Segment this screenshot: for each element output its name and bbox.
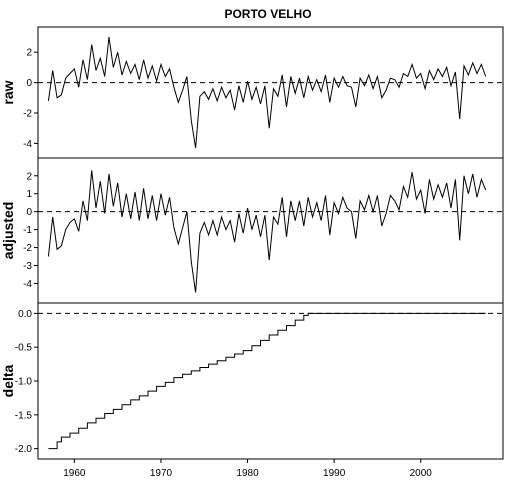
y-tick-label: -4	[23, 139, 32, 150]
y-axis-label-adjusted: adjusted	[0, 202, 16, 260]
y-tick-label: -1	[23, 225, 32, 236]
y-tick-label: 2	[26, 171, 32, 182]
y-tick-label: 1	[26, 189, 32, 200]
y-tick-label: -3	[23, 261, 32, 272]
x-tick-label: 1990	[323, 468, 346, 479]
y-tick-label: -2	[23, 109, 32, 120]
panel-adjusted: -4 -3 -2 -1 0 1 2 adjusted	[0, 157, 504, 304]
x-axis: 1960 1970 1980 1990 2000	[63, 459, 432, 479]
y-tick-label: 0	[26, 78, 32, 89]
panel-frame	[37, 157, 504, 304]
y-tick-label: 2	[26, 48, 32, 59]
y-tick-label: -2	[23, 243, 32, 254]
x-tick-label: 2000	[410, 468, 433, 479]
y-axis-label-delta: delta	[0, 364, 16, 397]
y-tick-label: -4	[23, 279, 32, 290]
x-tick-label: 1960	[63, 468, 86, 479]
y-axis-label-raw: raw	[0, 80, 16, 104]
panel-delta: -2.0 -1.5 -1.0 -0.5 0.0 delta	[0, 302, 504, 460]
y-tick-label: -2.0	[15, 444, 33, 455]
chart-panels: -4 -2 0 2 raw -4 -3 -2 -1 0 1 2 adjusted -2.0 -1.5 -1.0…	[0, 26, 504, 460]
y-tick-label: 0.0	[18, 309, 32, 320]
y-tick-label: -0.5	[15, 343, 33, 354]
y-tick-label: 0	[26, 207, 32, 218]
x-tick-label: 1970	[150, 468, 173, 479]
y-tick-label: -1.0	[15, 377, 33, 388]
x-tick-label: 1980	[236, 468, 259, 479]
panel-raw: -4 -2 0 2 raw	[0, 26, 504, 159]
y-tick-label: -1.5	[15, 410, 33, 421]
series-line-delta	[48, 312, 486, 450]
chart-title: PORTO VELHO	[224, 7, 311, 21]
series-line-adjusted	[47, 170, 487, 293]
panel-frame	[37, 302, 504, 460]
series-line-raw	[47, 36, 487, 149]
